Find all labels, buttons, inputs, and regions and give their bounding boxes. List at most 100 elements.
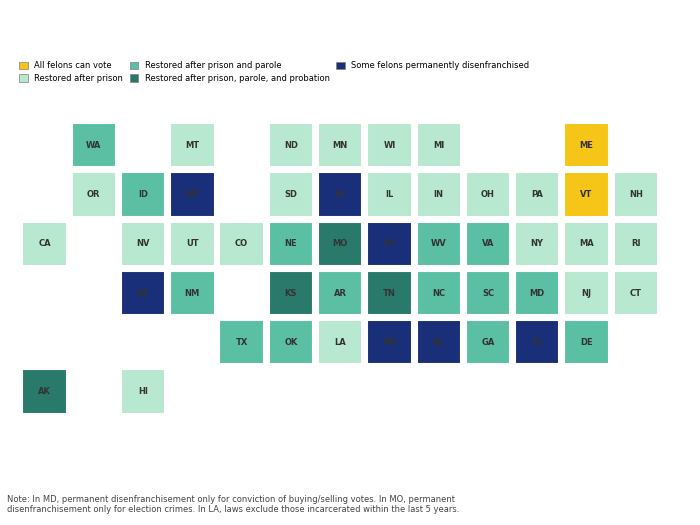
Text: MI: MI [433, 141, 444, 150]
Text: MS: MS [382, 338, 396, 347]
Text: TX: TX [235, 338, 248, 347]
Text: GA: GA [482, 338, 495, 347]
Text: ID: ID [138, 190, 148, 199]
Text: WI: WI [384, 141, 395, 150]
Text: NC: NC [432, 289, 445, 298]
FancyBboxPatch shape [22, 370, 66, 414]
FancyBboxPatch shape [368, 222, 412, 266]
FancyBboxPatch shape [121, 271, 165, 315]
Text: KY: KY [383, 239, 395, 248]
FancyBboxPatch shape [466, 172, 510, 217]
Text: CT: CT [630, 289, 642, 298]
FancyBboxPatch shape [564, 320, 608, 364]
FancyBboxPatch shape [515, 320, 559, 364]
Text: DE: DE [580, 338, 593, 347]
Text: VA: VA [482, 239, 494, 248]
Text: OH: OH [481, 190, 495, 199]
Text: NV: NV [136, 239, 150, 248]
FancyBboxPatch shape [269, 172, 313, 217]
FancyBboxPatch shape [318, 271, 363, 315]
Text: CO: CO [235, 239, 248, 248]
Text: LA: LA [335, 338, 346, 347]
Legend: All felons can vote, Restored after prison, Restored after prison and parole, Re: All felons can vote, Restored after pris… [19, 61, 529, 82]
Text: ND: ND [284, 141, 298, 150]
Text: UT: UT [186, 239, 199, 248]
FancyBboxPatch shape [416, 222, 461, 266]
FancyBboxPatch shape [121, 370, 165, 414]
Text: IA: IA [335, 190, 345, 199]
FancyBboxPatch shape [121, 172, 165, 217]
FancyBboxPatch shape [466, 320, 510, 364]
FancyBboxPatch shape [269, 222, 313, 266]
Text: OR: OR [87, 190, 101, 199]
FancyBboxPatch shape [368, 320, 412, 364]
Text: CA: CA [38, 239, 51, 248]
Text: WY: WY [185, 190, 200, 199]
FancyBboxPatch shape [564, 222, 608, 266]
Text: MA: MA [579, 239, 594, 248]
Text: HI: HI [138, 387, 148, 396]
FancyBboxPatch shape [318, 320, 363, 364]
FancyBboxPatch shape [515, 172, 559, 217]
Text: SC: SC [482, 289, 494, 298]
Text: RI: RI [631, 239, 640, 248]
Text: AZ: AZ [136, 289, 149, 298]
FancyBboxPatch shape [564, 172, 608, 217]
Text: MO: MO [332, 239, 348, 248]
Text: KS: KS [285, 289, 297, 298]
FancyBboxPatch shape [318, 172, 363, 217]
FancyBboxPatch shape [121, 222, 165, 266]
FancyBboxPatch shape [219, 320, 264, 364]
FancyBboxPatch shape [614, 222, 658, 266]
Text: AK: AK [38, 387, 51, 396]
FancyBboxPatch shape [170, 172, 214, 217]
FancyBboxPatch shape [416, 123, 461, 167]
FancyBboxPatch shape [269, 123, 313, 167]
Text: TN: TN [383, 289, 395, 298]
FancyBboxPatch shape [318, 222, 363, 266]
Text: NE: NE [285, 239, 298, 248]
Text: ME: ME [580, 141, 594, 150]
Text: MD: MD [530, 289, 545, 298]
Text: NJ: NJ [582, 289, 591, 298]
FancyBboxPatch shape [71, 172, 116, 217]
FancyBboxPatch shape [564, 123, 608, 167]
Text: PA: PA [531, 190, 543, 199]
Text: NY: NY [531, 239, 544, 248]
Text: VT: VT [580, 190, 593, 199]
FancyBboxPatch shape [22, 222, 66, 266]
Text: FL: FL [532, 338, 542, 347]
FancyBboxPatch shape [416, 172, 461, 217]
Text: NM: NM [185, 289, 200, 298]
FancyBboxPatch shape [466, 271, 510, 315]
Text: MN: MN [332, 141, 348, 150]
FancyBboxPatch shape [170, 222, 214, 266]
FancyBboxPatch shape [614, 271, 658, 315]
Text: IL: IL [385, 190, 393, 199]
FancyBboxPatch shape [614, 172, 658, 217]
FancyBboxPatch shape [318, 123, 363, 167]
FancyBboxPatch shape [170, 123, 214, 167]
FancyBboxPatch shape [368, 123, 412, 167]
FancyBboxPatch shape [71, 123, 116, 167]
Text: IN: IN [434, 190, 444, 199]
FancyBboxPatch shape [368, 271, 412, 315]
Text: WA: WA [86, 141, 101, 150]
FancyBboxPatch shape [170, 271, 214, 315]
FancyBboxPatch shape [269, 320, 313, 364]
Text: AR: AR [334, 289, 346, 298]
FancyBboxPatch shape [416, 320, 461, 364]
Text: OK: OK [284, 338, 298, 347]
FancyBboxPatch shape [416, 271, 461, 315]
Text: WV: WV [430, 239, 447, 248]
Text: Note: In MD, permanent disenfranchisement only for conviction of buying/selling : Note: In MD, permanent disenfranchisemen… [7, 495, 459, 514]
FancyBboxPatch shape [515, 222, 559, 266]
Text: AL: AL [433, 338, 445, 347]
FancyBboxPatch shape [564, 271, 608, 315]
FancyBboxPatch shape [219, 222, 264, 266]
Text: MT: MT [186, 141, 199, 150]
FancyBboxPatch shape [269, 271, 313, 315]
FancyBboxPatch shape [466, 222, 510, 266]
Text: SD: SD [284, 190, 298, 199]
Text: NH: NH [629, 190, 643, 199]
